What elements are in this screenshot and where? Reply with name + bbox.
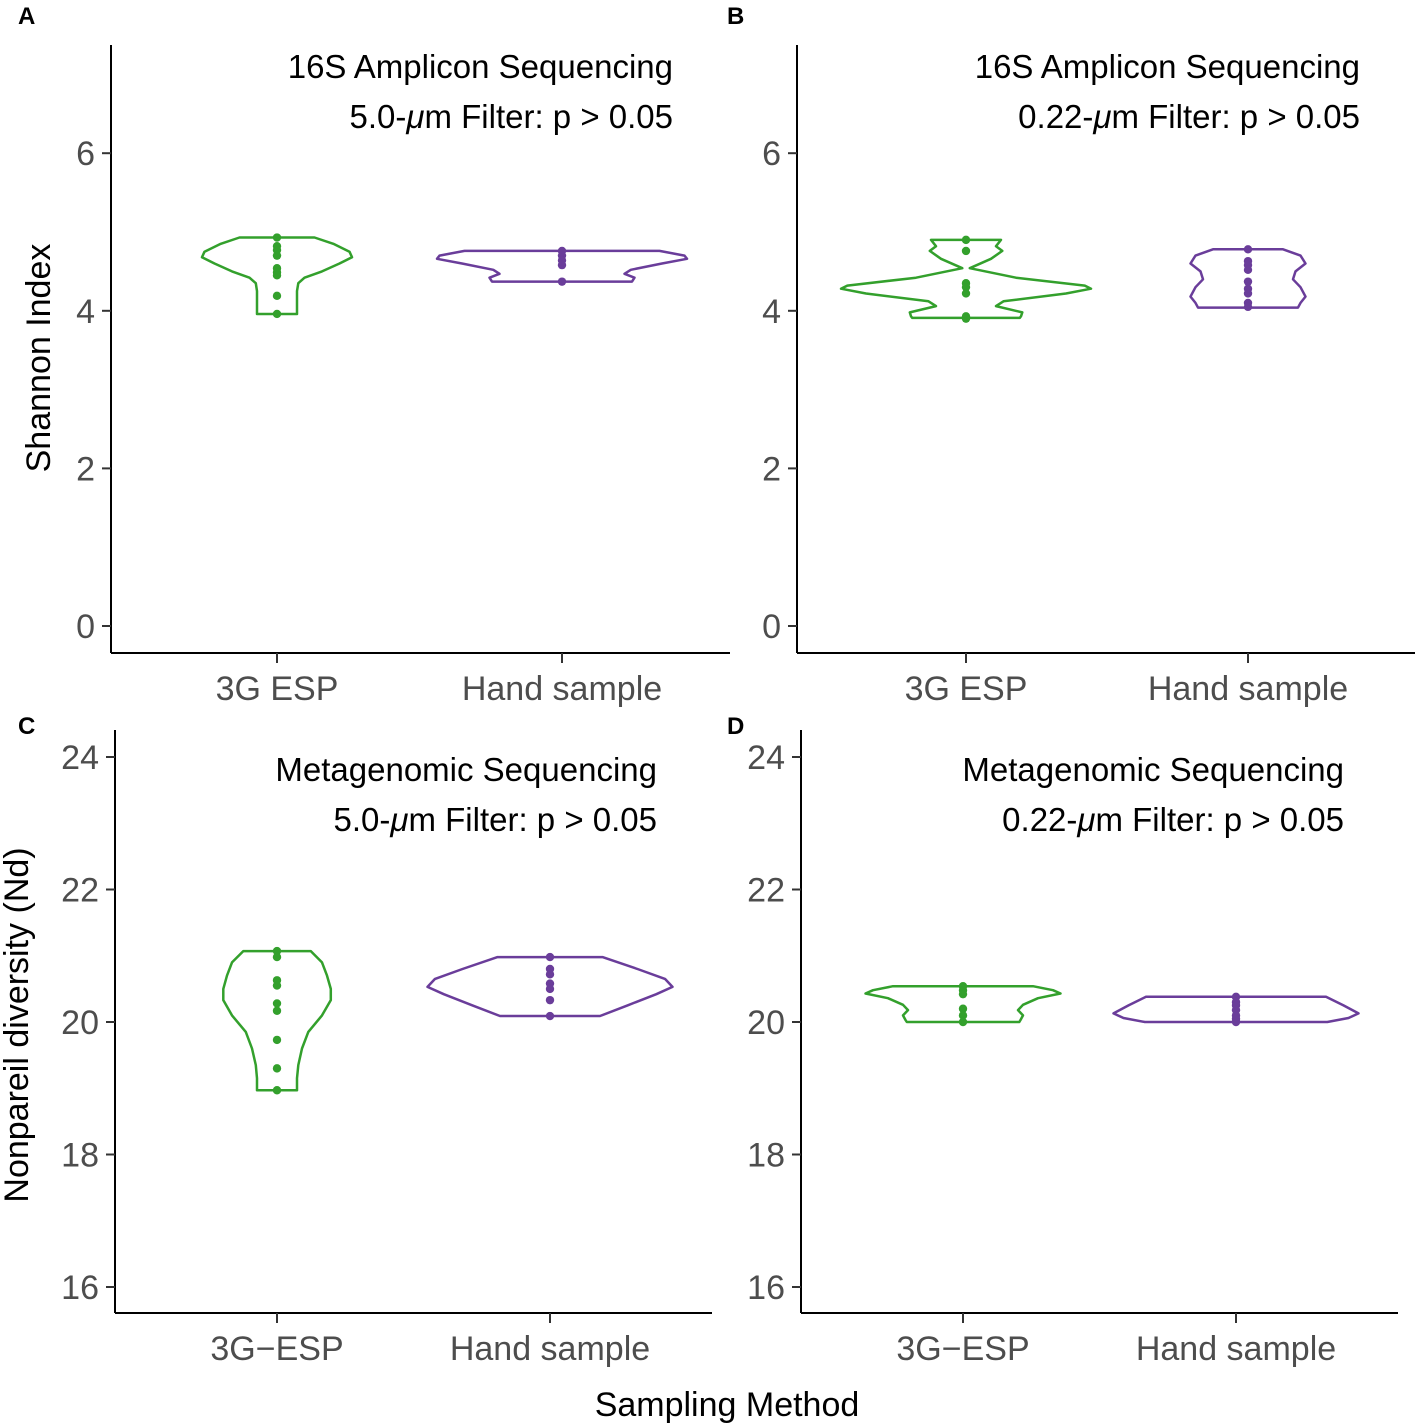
- violin-hand-sample: [1189, 248, 1307, 309]
- y-tick-label: 22: [61, 872, 99, 910]
- x-tick-label: 3G−ESP: [210, 1330, 343, 1368]
- panel-title-line: 5.0-μm Filter: p > 0.05: [350, 98, 673, 135]
- y-tick-label: 0: [76, 608, 95, 646]
- data-point: [272, 271, 282, 280]
- y-tick-label: 20: [61, 1004, 99, 1042]
- data-point: [958, 1017, 968, 1027]
- data-point: [272, 309, 282, 319]
- data-point: [272, 946, 282, 956]
- data-point: [958, 1011, 968, 1020]
- panel-title-line: 5.0-μm Filter: p > 0.05: [334, 801, 657, 838]
- x-axis-label-sampling-method: Sampling Method: [595, 1386, 860, 1424]
- y-tick-label: 6: [76, 135, 95, 173]
- y-axis-label-shannon: Shannon Index: [20, 244, 58, 473]
- data-point: [1243, 245, 1253, 254]
- panel-d: D 16 18 20 22 24 3G−ESP Hand sample Metagenomic …: [727, 713, 1398, 1368]
- data-point: [1243, 265, 1253, 275]
- y-axis-label-nonpareil: Nonpareil diversity (Nd): [0, 847, 36, 1202]
- data-point: [1243, 289, 1253, 298]
- data-point: [272, 1086, 282, 1095]
- data-point: [272, 251, 282, 260]
- x-tick-label: Hand sample: [450, 1330, 650, 1368]
- panel-title-line: 16S Amplicon Sequencing: [288, 48, 673, 85]
- panel-title-line: 0.22-μm Filter: p > 0.05: [1018, 98, 1360, 135]
- data-point: [1243, 277, 1253, 286]
- panel-b: B 0 2 4 6 3G ESP Hand sample 16S Amplicon Seque…: [727, 3, 1415, 708]
- violin-3g-esp: [222, 949, 333, 1092]
- y-tick-label: 4: [76, 293, 95, 331]
- violin-3g-esp: [200, 236, 354, 316]
- x-tick-label: 3G ESP: [216, 670, 339, 708]
- data-point: [272, 952, 282, 962]
- data-point: [1243, 302, 1253, 312]
- data-point: [557, 260, 567, 270]
- y-tick-label: 16: [61, 1269, 99, 1307]
- x-tick-label: Hand sample: [1148, 670, 1348, 708]
- data-point: [272, 233, 282, 242]
- y-tick-label: 2: [762, 450, 781, 488]
- y-tick-label: 4: [762, 293, 781, 331]
- y-tick-label: 24: [61, 739, 99, 777]
- panel-title-line: 0.22-μm Filter: p > 0.05: [1002, 801, 1344, 838]
- y-tick-label: 18: [61, 1137, 99, 1175]
- panel-title-line: 16S Amplicon Sequencing: [975, 48, 1360, 85]
- data-point: [961, 235, 971, 245]
- y-tick-label: 6: [762, 135, 781, 173]
- data-point: [272, 291, 282, 301]
- panel-title-line: Metagenomic Sequencing: [962, 751, 1344, 788]
- violin-hand-sample: [435, 249, 689, 283]
- panel-c: C 16 18 20 22 24 3G−ESP Hand sample Metagenomic …: [18, 713, 712, 1368]
- data-point: [545, 970, 555, 979]
- x-tick-label: 3G ESP: [905, 670, 1028, 708]
- data-point: [958, 1004, 968, 1013]
- panel-letter: A: [18, 3, 35, 30]
- x-tick-label: 3G−ESP: [896, 1330, 1029, 1368]
- y-tick-label: 20: [747, 1004, 785, 1042]
- panel-title-line: Metagenomic Sequencing: [275, 751, 657, 788]
- data-point: [961, 282, 971, 292]
- panel-letter: C: [18, 713, 35, 740]
- data-point: [1231, 1017, 1241, 1027]
- x-tick-label: Hand sample: [1136, 1330, 1336, 1368]
- data-point: [272, 1064, 282, 1073]
- violin-3g-esp: [839, 238, 1093, 320]
- data-point: [961, 246, 971, 256]
- data-point: [961, 289, 971, 298]
- y-tick-label: 24: [747, 739, 785, 777]
- data-point: [272, 1006, 282, 1015]
- data-point: [958, 989, 968, 999]
- data-point: [545, 1011, 555, 1021]
- x-tick-label: Hand sample: [462, 670, 662, 708]
- data-point: [272, 999, 282, 1008]
- y-tick-label: 0: [762, 608, 781, 646]
- data-point: [557, 277, 567, 286]
- data-point: [961, 314, 971, 323]
- violin-hand-sample: [426, 955, 674, 1018]
- data-point: [545, 952, 555, 962]
- panel-letter: D: [727, 713, 744, 740]
- data-point: [545, 995, 555, 1005]
- violin-3g-esp: [864, 984, 1062, 1024]
- violin-hand-sample: [1112, 995, 1360, 1024]
- y-tick-label: 16: [747, 1269, 785, 1307]
- panel-a: A 0 2 4 6 3G ESP Hand sample 16S Amplicon Seque…: [18, 3, 730, 708]
- y-tick-label: 22: [747, 872, 785, 910]
- data-point: [272, 1035, 282, 1045]
- y-tick-label: 18: [747, 1137, 785, 1175]
- data-point: [545, 984, 555, 994]
- panel-letter: B: [727, 3, 744, 30]
- data-point: [272, 981, 282, 990]
- y-tick-label: 2: [76, 450, 95, 488]
